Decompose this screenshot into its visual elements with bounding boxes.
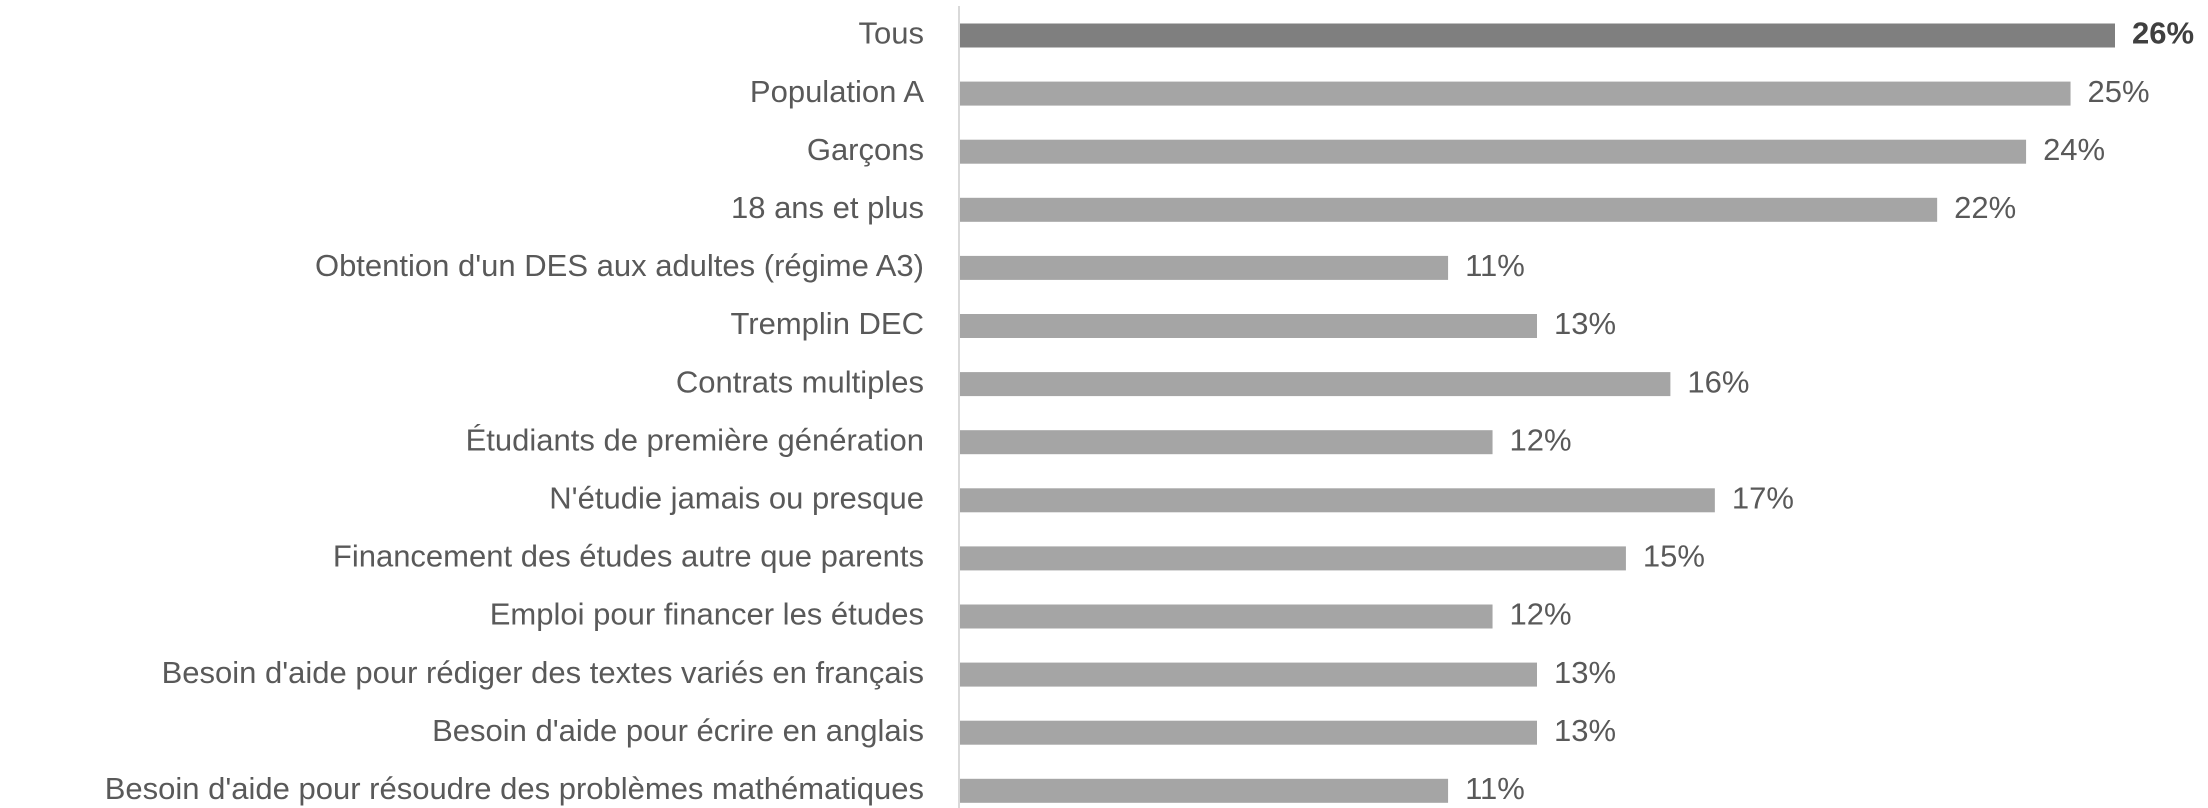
value-label: 11% — [1465, 248, 1525, 283]
category-label: Besoin d'aide pour écrire en anglais — [432, 713, 924, 748]
bar — [960, 197, 1938, 222]
bar — [960, 662, 1537, 687]
value-label: 15% — [1643, 539, 1705, 574]
bar — [960, 314, 1537, 338]
category-label: Besoin d'aide pour résoudre des problème… — [105, 771, 924, 806]
value-label: 13% — [1554, 306, 1616, 341]
value-label: 24% — [2043, 132, 2105, 167]
bar — [960, 778, 1449, 803]
category-label: Besoin d'aide pour rédiger des textes va… — [162, 655, 924, 690]
value-label: 16% — [1687, 364, 1749, 399]
category-label: Emploi pour financer les études — [490, 597, 924, 632]
category-label: Tous — [859, 16, 924, 51]
category-label: Financement des études autre que parents — [333, 539, 924, 574]
value-label: 11% — [1465, 771, 1525, 806]
category-label: Tremplin DEC — [731, 306, 925, 341]
bar — [960, 372, 1671, 397]
bar — [960, 720, 1537, 745]
value-label: 12% — [1510, 597, 1572, 632]
bar — [960, 23, 2115, 48]
category-label: N'étudie jamais ou presque — [549, 480, 924, 515]
value-label: 13% — [1554, 655, 1616, 690]
category-label: Garçons — [807, 132, 924, 167]
bar — [960, 546, 1626, 571]
value-label: 13% — [1554, 713, 1616, 748]
category-label: Population A — [750, 74, 924, 109]
category-label: Obtention d'un DES aux adultes (régime A… — [315, 248, 924, 283]
value-label: 26% — [2132, 16, 2194, 51]
bar — [960, 81, 2071, 106]
bar — [960, 488, 1715, 513]
value-label: 22% — [1954, 190, 2016, 225]
category-label: Contrats multiples — [676, 364, 924, 399]
bar — [960, 604, 1493, 629]
bar — [960, 139, 2027, 164]
bar — [960, 255, 1449, 280]
value-label: 17% — [1732, 480, 1794, 515]
bar — [960, 430, 1493, 455]
category-label: 18 ans et plus — [731, 190, 924, 225]
value-label: 12% — [1510, 422, 1572, 457]
category-label: Étudiants de première génération — [466, 422, 924, 457]
value-label: 25% — [2088, 74, 2150, 109]
